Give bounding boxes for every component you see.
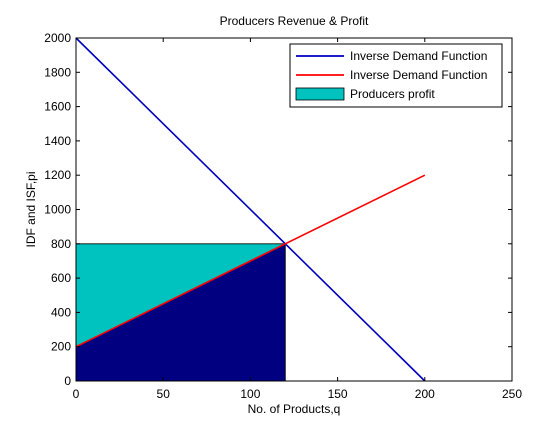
- series-line-0: [75, 37, 426, 382]
- legend-swatch-area: [295, 87, 345, 101]
- legend-entry-label: Inverse Demand Function: [350, 49, 487, 63]
- y-tick-label: 600: [51, 271, 71, 285]
- y-tick-label: 1200: [44, 168, 71, 182]
- legend: Inverse Demand Function Inverse Demand Fu…: [289, 43, 503, 108]
- y-tick-label: 2000: [44, 31, 71, 45]
- y-tick-label: 1400: [44, 134, 71, 148]
- x-axis-title: No. of Products,q: [248, 402, 341, 416]
- chart-title: Producers Revenue & Profit: [220, 14, 369, 28]
- y-tick-label: 1000: [44, 203, 71, 217]
- y-tick-label: 1600: [44, 100, 71, 114]
- series-line-1: [75, 174, 426, 348]
- y-tick-label: 0: [64, 374, 71, 388]
- legend-entry-label: Producers profit: [350, 87, 435, 101]
- y-tick-label: 400: [51, 305, 71, 319]
- lines-layer: [75, 37, 426, 382]
- y-tick-label: 200: [51, 340, 71, 354]
- ticks-layer: 0 50 100 150 200 250 0 200 400 600 800 1000 1200 1400…: [44, 31, 522, 401]
- y-axis-title: IDF and ISF,pi: [24, 171, 38, 247]
- x-tick-label: 250: [502, 387, 522, 401]
- legend-entry-label: Inverse Demand Function: [350, 68, 487, 82]
- x-tick-label: 0: [73, 387, 80, 401]
- y-tick-label: 1800: [44, 65, 71, 79]
- regions-layer: [75, 243, 286, 382]
- x-tick-label: 150: [328, 387, 348, 401]
- x-tick-label: 200: [415, 387, 435, 401]
- x-tick-label: 50: [157, 387, 171, 401]
- x-tick-label: 100: [240, 387, 260, 401]
- y-tick-label: 800: [51, 237, 71, 251]
